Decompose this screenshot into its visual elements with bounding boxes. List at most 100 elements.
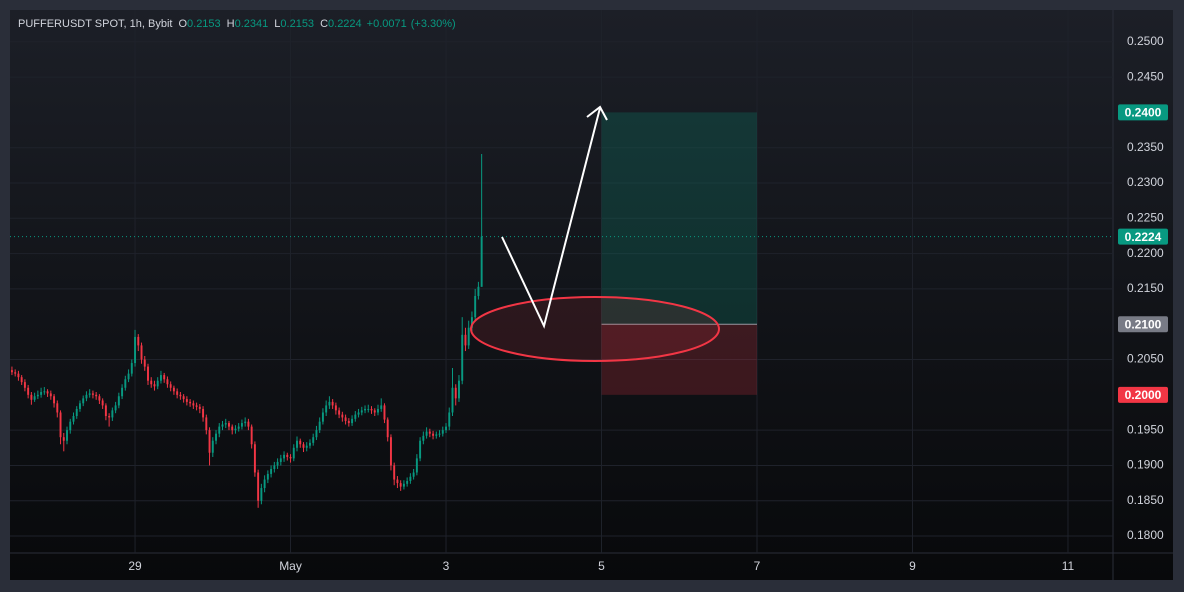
candle-body <box>218 426 221 434</box>
axes: 0.2500 0.2450 0.2350 0.2300 0.2250 0.2200 0.21… <box>128 34 1168 573</box>
candle-body <box>40 392 43 395</box>
y-tick-label: 0.2250 <box>1127 210 1164 224</box>
candle-body <box>215 433 217 441</box>
candle-body <box>17 373 20 378</box>
candle-body <box>467 327 470 346</box>
candle-body <box>69 421 72 431</box>
candle-body <box>334 405 337 411</box>
candle-body <box>270 468 273 474</box>
candle-body <box>461 334 464 381</box>
candle-body <box>43 391 46 393</box>
candle-body <box>224 423 227 425</box>
candle-body <box>134 336 137 364</box>
candle-body <box>208 430 211 453</box>
price-badge <box>1118 316 1168 333</box>
candle-body <box>221 424 224 427</box>
price-badge-label: 0.2100 <box>1125 317 1162 331</box>
candle-body <box>137 336 140 346</box>
ohlc-value: 0.2341 <box>235 18 269 30</box>
candle-body <box>474 295 477 318</box>
candle-body <box>27 387 30 395</box>
candle-body <box>312 437 315 443</box>
candle-body <box>111 410 114 418</box>
candle-body <box>415 458 418 473</box>
candle-body <box>347 420 350 424</box>
candle-body <box>451 387 454 413</box>
candle-body <box>20 377 23 383</box>
candle-body <box>283 454 286 459</box>
candle-body <box>380 405 383 409</box>
candle-body <box>260 488 263 501</box>
candle-body <box>292 447 295 459</box>
candle-body <box>59 412 62 438</box>
candle-body <box>143 359 146 367</box>
x-tick-label: 5 <box>598 559 605 573</box>
candle-body <box>364 408 367 411</box>
candle-body <box>325 405 328 413</box>
drawings <box>470 105 720 362</box>
candle-body <box>412 472 415 477</box>
candle-body <box>389 437 392 466</box>
candle-body <box>205 417 208 431</box>
candle-body <box>198 406 201 409</box>
price-badge <box>1118 386 1168 403</box>
candle-body <box>53 396 56 404</box>
y-tick-label: 0.2500 <box>1127 34 1164 48</box>
price-badge <box>1118 104 1168 121</box>
candle-body <box>23 382 26 388</box>
candle-body <box>370 408 373 411</box>
candle-body <box>85 394 88 399</box>
price-badge-label: 0.2000 <box>1125 388 1162 402</box>
candle-body <box>211 440 214 453</box>
candles <box>10 154 483 508</box>
candle-body <box>273 465 276 469</box>
candle-body <box>286 454 289 457</box>
candle-body <box>341 414 344 418</box>
symbol: PUFFERUSDT SPOT, 1h, Bybit <box>18 18 172 30</box>
candle-body <box>409 476 412 481</box>
change: +0.0071 <box>367 18 407 30</box>
candle-body <box>98 396 101 401</box>
candle-body <box>36 394 39 397</box>
candle-body <box>367 408 370 410</box>
candle-body <box>189 401 192 404</box>
candle-body <box>399 483 402 487</box>
candle-body <box>464 334 467 346</box>
candle-body <box>253 444 256 473</box>
y-tick-label: 0.2300 <box>1127 175 1164 189</box>
x-tick-label: 7 <box>754 559 761 573</box>
ohlc-key: L <box>274 18 280 30</box>
candle-body <box>373 410 376 413</box>
chart-background <box>10 10 1173 580</box>
x-tick-label: 9 <box>909 559 916 573</box>
candle-body <box>192 403 195 406</box>
candle-body <box>458 380 460 399</box>
candle-body <box>127 373 130 380</box>
candle-body <box>276 461 279 466</box>
candle-body <box>308 442 311 446</box>
candle-body <box>234 428 237 431</box>
candle-body <box>279 458 282 462</box>
y-tick-label: 0.2150 <box>1127 281 1164 295</box>
candle-body <box>318 421 321 431</box>
candle-body <box>344 417 347 421</box>
candle-body <box>328 401 331 406</box>
candle-body <box>383 405 386 420</box>
y-tick-label: 0.1800 <box>1127 528 1164 542</box>
candle-body <box>10 370 13 373</box>
candle-body <box>257 472 260 501</box>
ohlc-key: C <box>320 18 328 30</box>
candle-body <box>393 465 396 480</box>
candle-body <box>441 430 444 434</box>
candle-body <box>117 396 120 406</box>
candle-body <box>396 479 399 484</box>
ohlc-key: O <box>178 18 187 30</box>
candle-body <box>302 444 305 448</box>
candle-body <box>30 394 33 400</box>
candle-body <box>480 236 483 287</box>
candle-body <box>470 317 473 328</box>
candle-body <box>33 396 36 400</box>
candle-body <box>244 421 247 424</box>
ohlc-value: 0.2224 <box>328 18 362 30</box>
candle-body <box>124 379 127 388</box>
